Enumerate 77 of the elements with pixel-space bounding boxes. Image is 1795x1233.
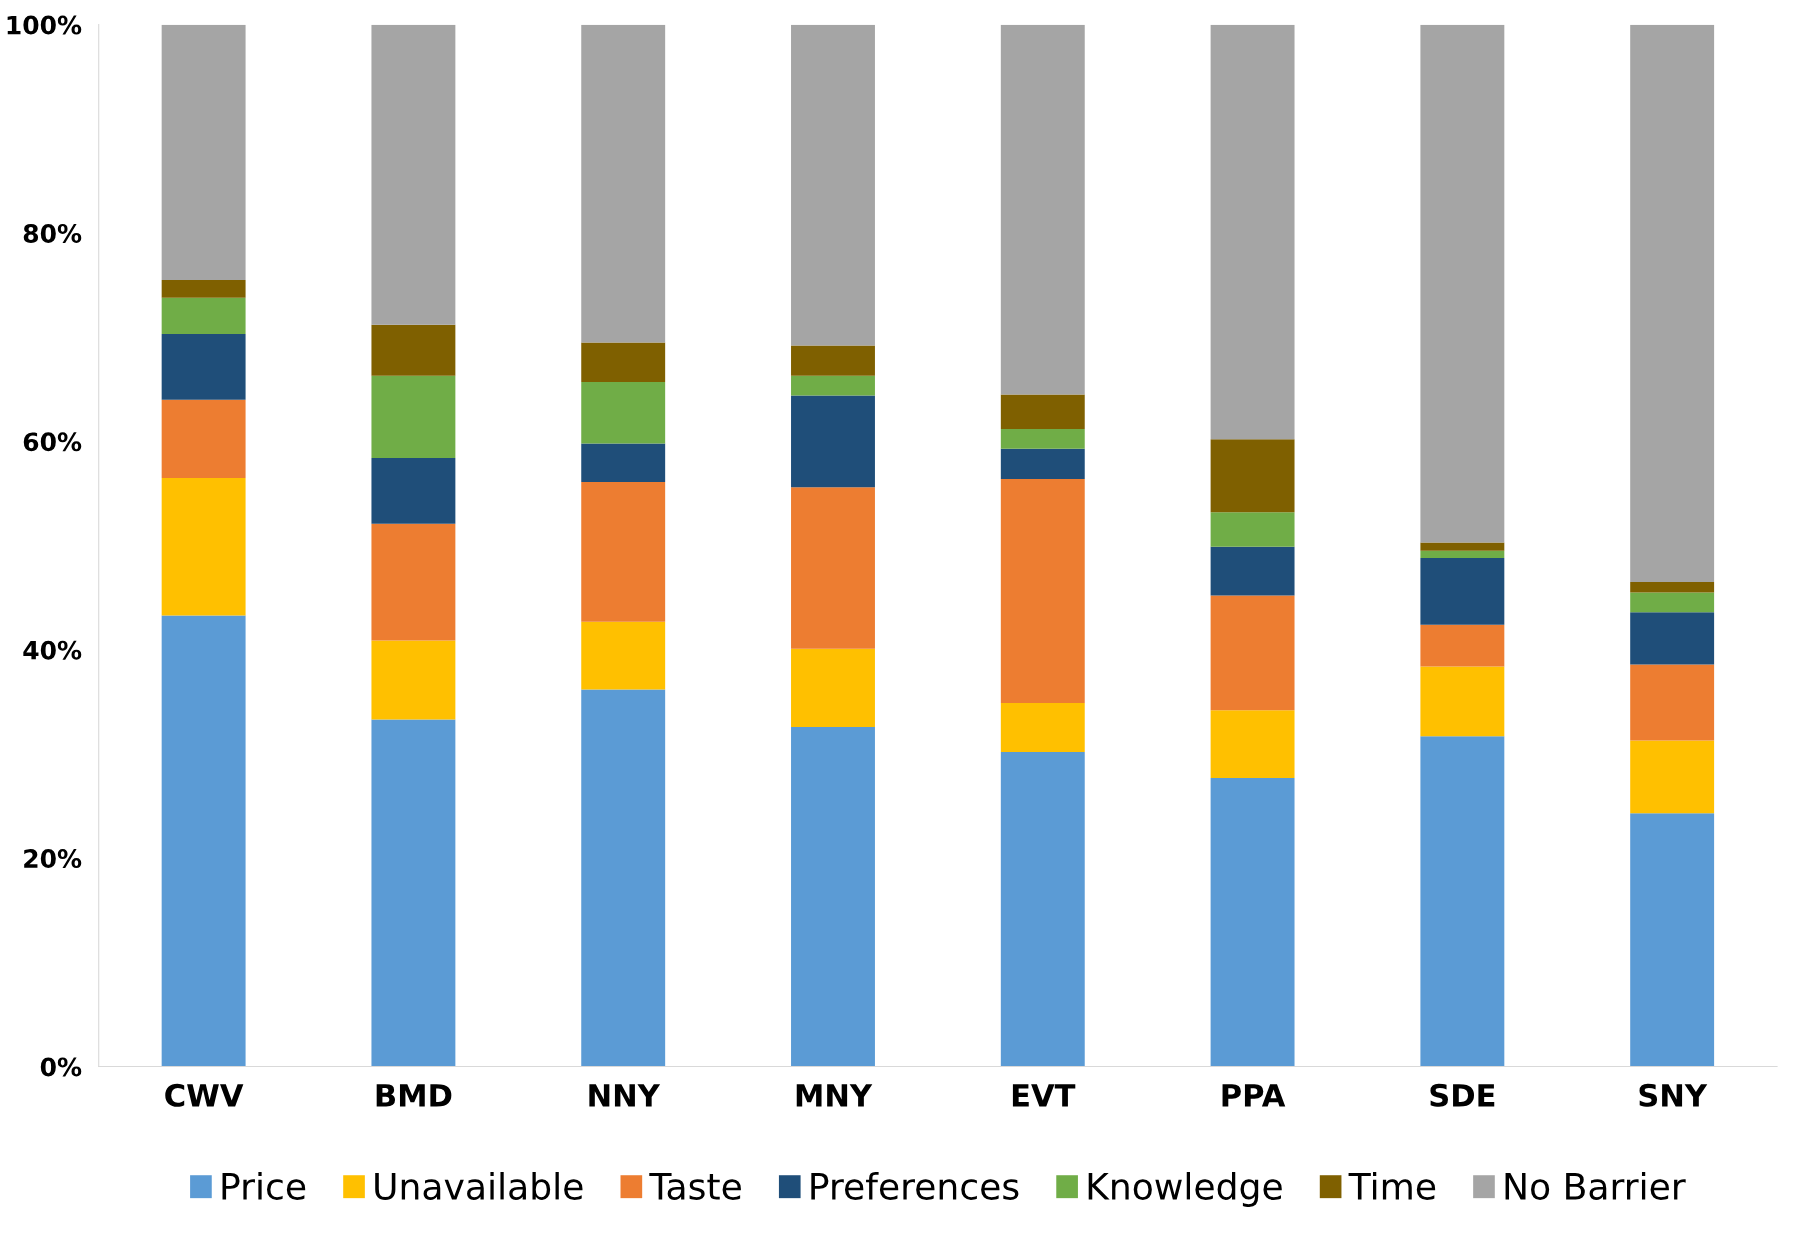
bar xyxy=(791,487,875,649)
x-tick-label: EVT xyxy=(1012,1084,1076,1107)
legend-label: Taste xyxy=(649,1173,741,1200)
y-tick-label: 0% xyxy=(40,1057,82,1077)
x-tick-label: MNY xyxy=(796,1084,873,1107)
y-tick-label: 40% xyxy=(23,640,82,660)
bar xyxy=(791,648,875,727)
bar xyxy=(1420,558,1505,625)
bar xyxy=(581,621,666,690)
bar xyxy=(1000,24,1085,395)
legend-label: Time xyxy=(1348,1171,1436,1200)
bar xyxy=(371,24,456,325)
bar xyxy=(371,324,456,376)
x-tick-label: CWV xyxy=(165,1083,244,1107)
y-tick-label: 60% xyxy=(23,432,82,452)
legend-label: Knowledge xyxy=(1088,1171,1282,1207)
bar xyxy=(1000,751,1085,1067)
bar xyxy=(581,342,666,383)
bar xyxy=(791,395,875,488)
legend-label: Preferences xyxy=(811,1171,1019,1200)
bar xyxy=(1420,624,1505,667)
bar xyxy=(791,24,875,346)
bar xyxy=(791,375,875,396)
bar xyxy=(371,458,456,524)
x-tick-label: SDE xyxy=(1430,1083,1495,1107)
bar xyxy=(161,399,246,478)
bar xyxy=(581,443,666,483)
bar xyxy=(161,24,246,280)
legend-label: No Barrier xyxy=(1505,1171,1686,1200)
x-tick-label: BMD xyxy=(376,1084,452,1107)
bar xyxy=(581,482,666,622)
bar xyxy=(581,24,666,343)
bar xyxy=(1210,24,1295,440)
bar xyxy=(1210,439,1295,513)
y-tick-label: 100% xyxy=(7,15,82,35)
x-tick-label: PPA xyxy=(1222,1084,1286,1107)
bar xyxy=(161,297,246,335)
bar xyxy=(1210,595,1295,711)
bar xyxy=(1210,512,1295,547)
bar xyxy=(1630,740,1715,814)
bar xyxy=(1000,478,1085,703)
bar xyxy=(1210,777,1295,1067)
y-tick-label: 80% xyxy=(23,223,82,243)
bar xyxy=(791,726,875,1067)
x-tick-label: NNY xyxy=(589,1084,661,1107)
bar xyxy=(791,345,875,376)
bar xyxy=(371,719,456,1067)
legend-label: Price xyxy=(222,1171,306,1200)
bar xyxy=(371,523,456,641)
bar xyxy=(161,334,246,400)
bar xyxy=(161,279,246,298)
bar xyxy=(1000,428,1085,449)
bar xyxy=(161,477,246,616)
bar xyxy=(1210,546,1295,596)
bar xyxy=(161,615,246,1067)
bar xyxy=(1000,448,1085,479)
bar xyxy=(1630,592,1715,613)
bar xyxy=(1630,664,1715,741)
bar xyxy=(1630,24,1715,583)
bar xyxy=(1420,736,1505,1067)
bar xyxy=(1420,542,1505,551)
bar xyxy=(371,640,456,720)
bar xyxy=(1630,813,1715,1067)
bar xyxy=(581,382,666,444)
x-tick-label: SNY xyxy=(1639,1083,1708,1107)
bar xyxy=(1420,666,1505,737)
bar xyxy=(1420,550,1505,559)
bar xyxy=(1630,582,1715,593)
bar xyxy=(371,375,456,459)
bar xyxy=(581,689,666,1067)
bar xyxy=(1630,612,1715,665)
bar xyxy=(1420,24,1505,543)
bar xyxy=(1000,702,1085,752)
bar xyxy=(1210,710,1295,778)
y-tick-label: 20% xyxy=(24,849,82,869)
legend-label: Unavailable xyxy=(375,1171,583,1200)
bar xyxy=(1000,394,1085,429)
